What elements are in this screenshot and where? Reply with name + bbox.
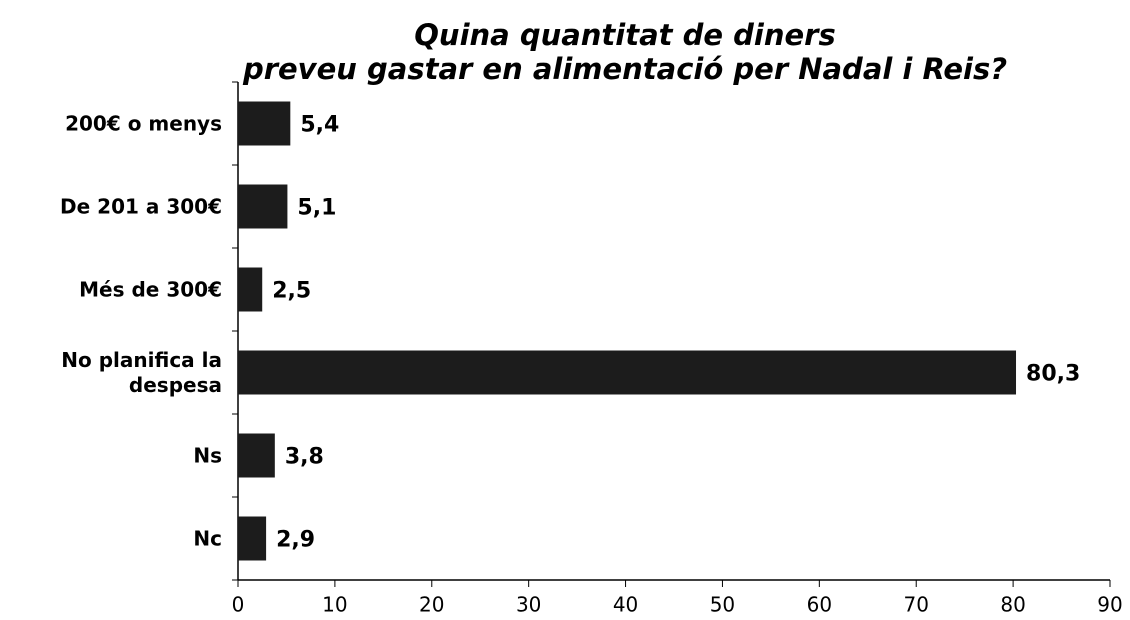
x-tick-label: 90 xyxy=(1097,593,1122,617)
x-tick-label: 50 xyxy=(710,593,735,617)
chart-title: Quina quantitat de diners preveu gastar … xyxy=(242,18,1008,86)
y-tick-label: No planifica la despesa xyxy=(61,347,222,397)
y-tick-label: Més de 300€ xyxy=(79,277,222,301)
y-tick-label: De 201 a 300€ xyxy=(60,194,222,218)
bar xyxy=(238,433,275,478)
bar xyxy=(238,101,291,146)
data-label: 3,8 xyxy=(285,445,324,470)
x-tick-label: 30 xyxy=(516,593,541,617)
x-tick-label: 40 xyxy=(613,593,638,617)
data-label: 2,9 xyxy=(276,528,315,553)
bar xyxy=(238,516,267,561)
y-tick-label: Ns xyxy=(193,443,222,467)
data-label: 80,3 xyxy=(1026,362,1080,387)
x-tick-label: 20 xyxy=(419,593,444,617)
x-tick-label: 60 xyxy=(807,593,832,617)
data-label: 2,5 xyxy=(272,279,311,304)
y-tick-label: Nc xyxy=(193,526,222,550)
x-tick-label: 10 xyxy=(322,593,347,617)
data-label: 5,1 xyxy=(297,196,336,221)
x-tick-label: 80 xyxy=(1000,593,1025,617)
bar xyxy=(238,350,1017,395)
x-tick-label: 70 xyxy=(903,593,928,617)
bar xyxy=(238,184,288,229)
x-tick-label: 0 xyxy=(232,593,245,617)
y-tick-label: 200€ o menys xyxy=(65,111,222,135)
bar xyxy=(238,267,263,312)
data-label: 5,4 xyxy=(300,113,339,138)
